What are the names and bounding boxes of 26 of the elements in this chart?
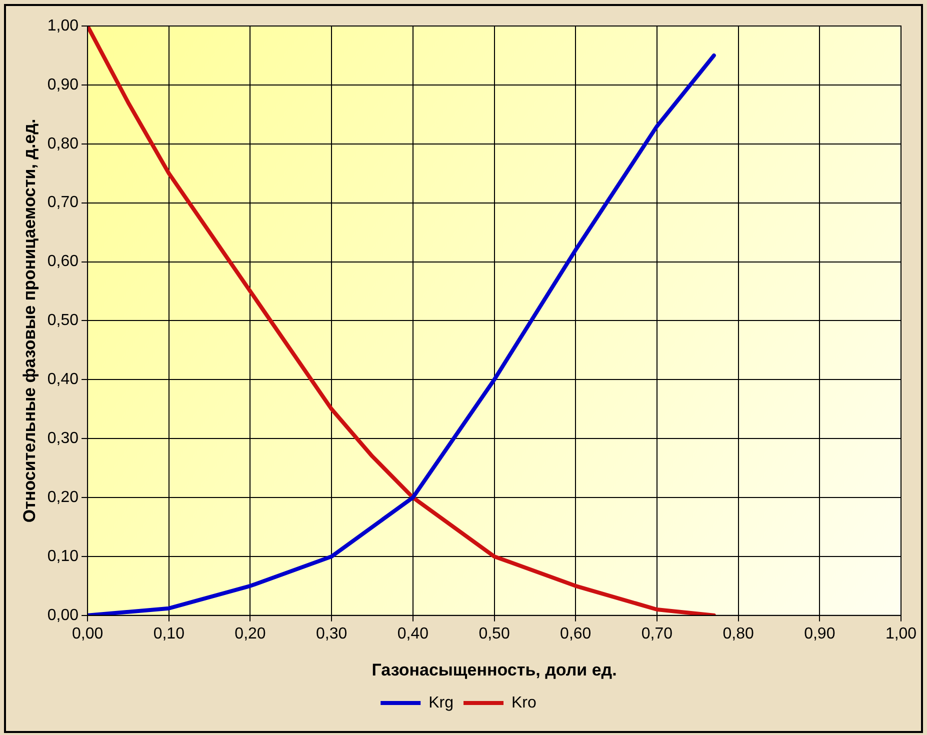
legend-label: Kro xyxy=(512,694,536,712)
x-axis-title: Газонасыщенность, доли ед. xyxy=(372,660,617,680)
y-tick-label: 0,90 xyxy=(47,76,79,94)
y-tick-label: 0,30 xyxy=(47,430,79,447)
x-tick-label: 0,50 xyxy=(478,625,510,642)
x-tick-label: 0,90 xyxy=(804,625,836,642)
y-tick-label: 0,50 xyxy=(47,312,79,330)
y-tick-label: 0,40 xyxy=(47,371,79,388)
y-tick-label: 0,70 xyxy=(47,194,79,212)
y-tick-label: 0,00 xyxy=(47,606,79,624)
x-tick-label: 0,30 xyxy=(316,625,348,642)
x-tick-label: 0,00 xyxy=(72,625,104,642)
x-tick-label: 0,40 xyxy=(397,625,429,642)
x-tick-label: 0,70 xyxy=(641,625,673,642)
x-tick-label: 0,60 xyxy=(560,625,592,642)
legend-label: Krg xyxy=(428,694,454,712)
y-tick-label: 0,60 xyxy=(47,253,79,270)
x-tick-label: 0,80 xyxy=(722,625,754,642)
x-tick-label: 0,10 xyxy=(153,625,185,642)
y-tick-label: 1,00 xyxy=(47,17,79,34)
x-tick-label: 0,20 xyxy=(234,625,266,642)
y-axis-title: Относительные фазовые проницаемости, д.ед. xyxy=(20,118,39,523)
y-tick-label: 0,10 xyxy=(47,548,79,565)
x-tick-label: 1,00 xyxy=(885,625,917,642)
y-tick-label: 0,20 xyxy=(47,488,79,506)
y-tick-label: 0,80 xyxy=(47,135,79,152)
